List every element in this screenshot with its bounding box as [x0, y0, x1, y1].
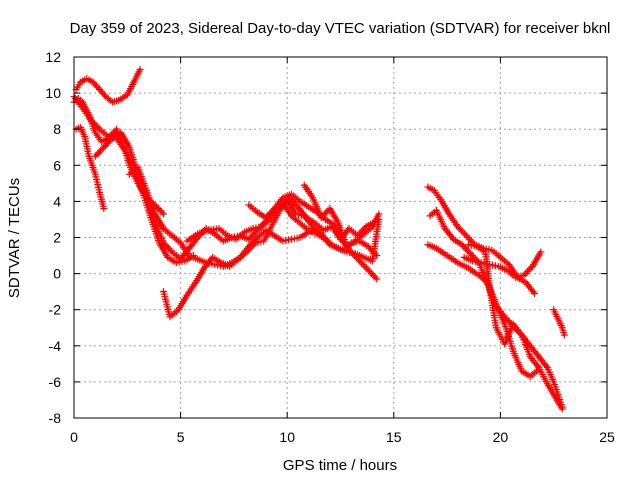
x-tick-label: 10 [279, 429, 295, 445]
y-tick-label: 8 [53, 121, 61, 137]
y-tick-label: 0 [53, 266, 61, 282]
y-tick-label: -2 [49, 302, 62, 318]
y-tick-label: 4 [53, 193, 61, 209]
y-tick-label: 12 [45, 49, 61, 65]
y-tick-label: 10 [45, 85, 61, 101]
plus-markers [300, 181, 383, 251]
y-tick-label: 2 [53, 230, 61, 246]
y-tick-label: 6 [53, 157, 61, 173]
y-tick-label: -4 [49, 338, 62, 354]
x-axis-label: GPS time / hours [283, 457, 397, 474]
series-line [426, 243, 540, 378]
series-track-15 [464, 241, 566, 413]
x-tick-label: 25 [599, 429, 615, 445]
plus-markers [460, 248, 545, 281]
chart-title: Day 359 of 2023, Sidereal Day-to-day VTE… [70, 20, 611, 37]
series-track-9 [245, 190, 381, 283]
plus-markers [72, 123, 108, 213]
y-tick-label: -8 [49, 410, 62, 426]
plus-markers [550, 306, 568, 339]
plus-markers [72, 66, 144, 106]
x-tick-label: 20 [493, 429, 509, 445]
y-axis-label: SDTVAR / TECUs [6, 178, 23, 298]
y-tick-label: -6 [49, 374, 62, 390]
plus-markers [183, 196, 383, 265]
data-series [70, 66, 568, 413]
series-track-16 [550, 306, 568, 339]
series-track-1 [72, 66, 144, 106]
series-track-8 [125, 163, 321, 270]
axis-ticks: 0 5 10 15 20 25 -8 -6 -4 -2 0 2 4 6 8 10 12 [45, 49, 615, 445]
plus-markers [245, 190, 381, 283]
plus-markers [464, 241, 566, 413]
x-tick-label: 5 [177, 429, 185, 445]
plus-markers [125, 163, 321, 270]
series-track-10 [300, 181, 383, 251]
x-tick-label: 0 [70, 429, 78, 445]
series-track-14 [460, 248, 545, 281]
x-tick-label: 15 [386, 429, 402, 445]
series-track-4 [72, 123, 108, 213]
